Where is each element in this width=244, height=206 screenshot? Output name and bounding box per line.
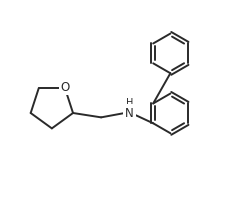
Text: O: O [61, 81, 70, 94]
Text: N: N [125, 106, 134, 119]
Text: H: H [126, 97, 133, 107]
